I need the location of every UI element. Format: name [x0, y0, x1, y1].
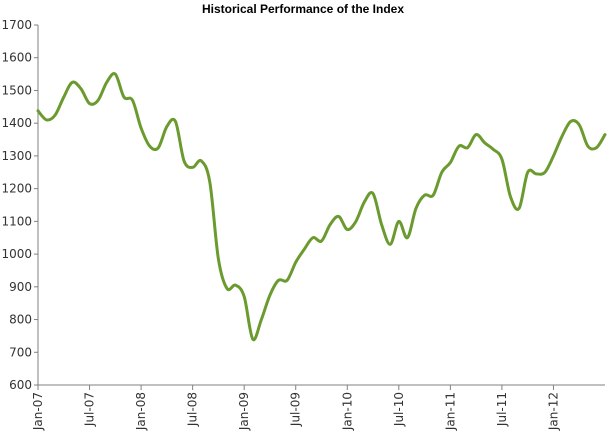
- y-tick-label: 1600: [1, 51, 32, 65]
- x-tick-label: Jul-11: [495, 392, 509, 427]
- y-tick-label: 1100: [1, 214, 32, 228]
- y-tick-label: 1200: [1, 182, 32, 196]
- x-tick-label: Jan-11: [443, 392, 457, 431]
- y-tick-label: 700: [9, 345, 32, 359]
- x-axis: Jan-07 Jul-07 Jan-08 Jul-08 Jan-09 Jul-09 Jan-…: [31, 384, 605, 431]
- x-tick-label: Jul-09: [289, 392, 303, 427]
- plot-area: [36, 72, 607, 342]
- y-tick-label: 1000: [1, 247, 32, 261]
- x-tick-label: Jul-10: [392, 392, 406, 427]
- x-tick-label: Jul-07: [83, 392, 97, 427]
- y-tick-label: 1300: [1, 149, 32, 163]
- x-tick-label: Jul-08: [186, 392, 200, 427]
- x-tick-label: Jan-12: [546, 392, 560, 431]
- x-tick-label: Jan-07: [31, 392, 45, 431]
- y-tick-label: 600: [9, 378, 32, 392]
- y-axis: 600 700 800 900 1000 1100 1200 1300 1400 1500 1600…: [1, 18, 39, 392]
- chart-title: Historical Performance of the Index: [202, 2, 404, 16]
- x-tick-label: Jan-09: [237, 392, 251, 431]
- x-tick-label: Jan-10: [340, 392, 354, 431]
- x-tick-label: Jan-08: [134, 392, 148, 431]
- y-tick-label: 1700: [1, 18, 32, 32]
- y-tick-label: 1400: [1, 116, 32, 130]
- series-line: [36, 72, 607, 342]
- y-tick-label: 900: [9, 280, 32, 294]
- y-tick-label: 800: [9, 313, 32, 327]
- y-tick-label: 1500: [1, 83, 32, 97]
